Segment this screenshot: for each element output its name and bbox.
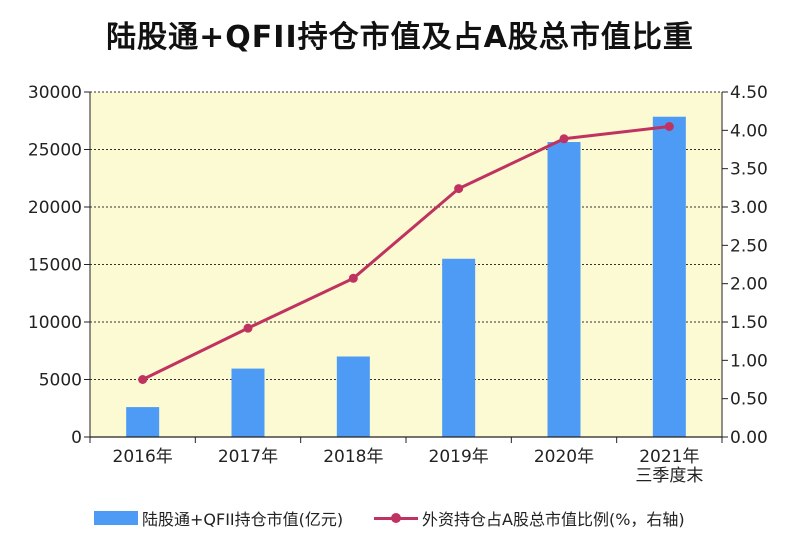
bar [126,407,160,437]
x-tick-label: 2016年 [113,447,173,467]
gridlines [90,91,722,380]
bar [652,116,686,437]
chart-title: 陆股通+QFII持仓市值及占A股总市值比重 [106,20,694,55]
line-point [559,134,569,144]
y-right-tick-label: 3.00 [730,198,768,218]
y-right-tick-label: 1.00 [730,351,768,371]
x-tick-label: 2018年 [323,447,383,467]
y-left-tick-label: 20000 [28,198,82,218]
line-point [243,323,253,333]
y-axis-right: 0.00 0.50 1.00 1.50 2.00 2.50 3.00 3.50 4.00 4.50 [722,83,768,448]
y-right-tick-label: 0.50 [730,390,768,410]
bar [442,258,476,437]
y-left-tick-label: 30000 [28,83,82,103]
x-tick-label: 2017年 [218,447,278,467]
legend-item-line: 外资持仓占A股总市值比例(%，右轴) [374,506,685,530]
y-right-tick-label: 0.00 [730,428,768,448]
legend-line-swatch [374,511,418,525]
y-left-tick-label: 25000 [28,141,82,161]
bar-series [126,116,686,437]
bar [231,368,265,437]
y-left-tick-label: 15000 [28,256,82,276]
line-point [664,122,674,131]
x-tick-label: 三季度末 [635,466,703,486]
x-tick-label: 2019年 [429,447,489,467]
legend-bar-swatch [94,511,138,525]
legend: 陆股通+QFII持仓市值(亿元) 外资持仓占A股总市值比例(%，右轴) [0,506,800,534]
x-tick-label: 2021年 [639,447,699,467]
y-right-tick-label: 3.50 [730,160,768,180]
x-tick-label: 2020年 [534,447,594,467]
bar [336,356,370,437]
legend-item-bars: 陆股通+QFII持仓市值(亿元) [94,506,343,530]
y-left-tick-label: 5000 [39,371,82,391]
bar [547,142,581,437]
y-left-tick-label: 0 [71,428,82,448]
line-path [142,125,670,381]
y-right-tick-label: 2.00 [730,275,768,295]
legend-label-bars: 陆股通+QFII持仓市值(亿元) [142,510,344,529]
line-point [454,184,464,194]
line-series [138,122,674,384]
y-right-tick-label: 4.50 [730,83,768,103]
y-right-tick-label: 1.50 [730,313,768,333]
y-right-tick-label: 4.00 [730,121,768,141]
y-axis-left: 0 5000 10000 15000 20000 25000 30000 [28,83,90,448]
y-left-tick-label: 10000 [28,313,82,333]
legend-label-line: 外资持仓占A股总市值比例(%，右轴) [422,510,685,529]
line-point [138,375,148,384]
y-right-tick-label: 2.50 [730,236,768,256]
line-point [348,273,358,283]
